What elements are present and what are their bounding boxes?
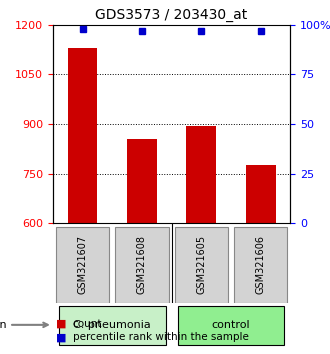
Title: GDS3573 / 203430_at: GDS3573 / 203430_at <box>95 8 248 22</box>
FancyBboxPatch shape <box>178 306 284 345</box>
Text: control: control <box>212 320 250 330</box>
Text: count: count <box>73 319 102 329</box>
Bar <box>246 165 276 223</box>
Bar <box>186 126 216 223</box>
Text: ■: ■ <box>56 332 67 342</box>
Text: GSM321608: GSM321608 <box>137 235 147 294</box>
Text: percentile rank within the sample: percentile rank within the sample <box>73 332 248 342</box>
FancyBboxPatch shape <box>115 227 169 303</box>
FancyBboxPatch shape <box>59 306 166 345</box>
Bar <box>68 48 97 223</box>
FancyBboxPatch shape <box>175 227 228 303</box>
Text: GSM321605: GSM321605 <box>196 235 206 294</box>
Text: GSM321607: GSM321607 <box>78 235 87 294</box>
FancyBboxPatch shape <box>234 227 287 303</box>
Bar <box>127 139 157 223</box>
Text: GSM321606: GSM321606 <box>256 235 266 294</box>
FancyBboxPatch shape <box>56 227 109 303</box>
Text: C. pneumonia: C. pneumonia <box>73 320 151 330</box>
Text: ■: ■ <box>56 319 67 329</box>
Text: infection: infection <box>0 320 48 330</box>
